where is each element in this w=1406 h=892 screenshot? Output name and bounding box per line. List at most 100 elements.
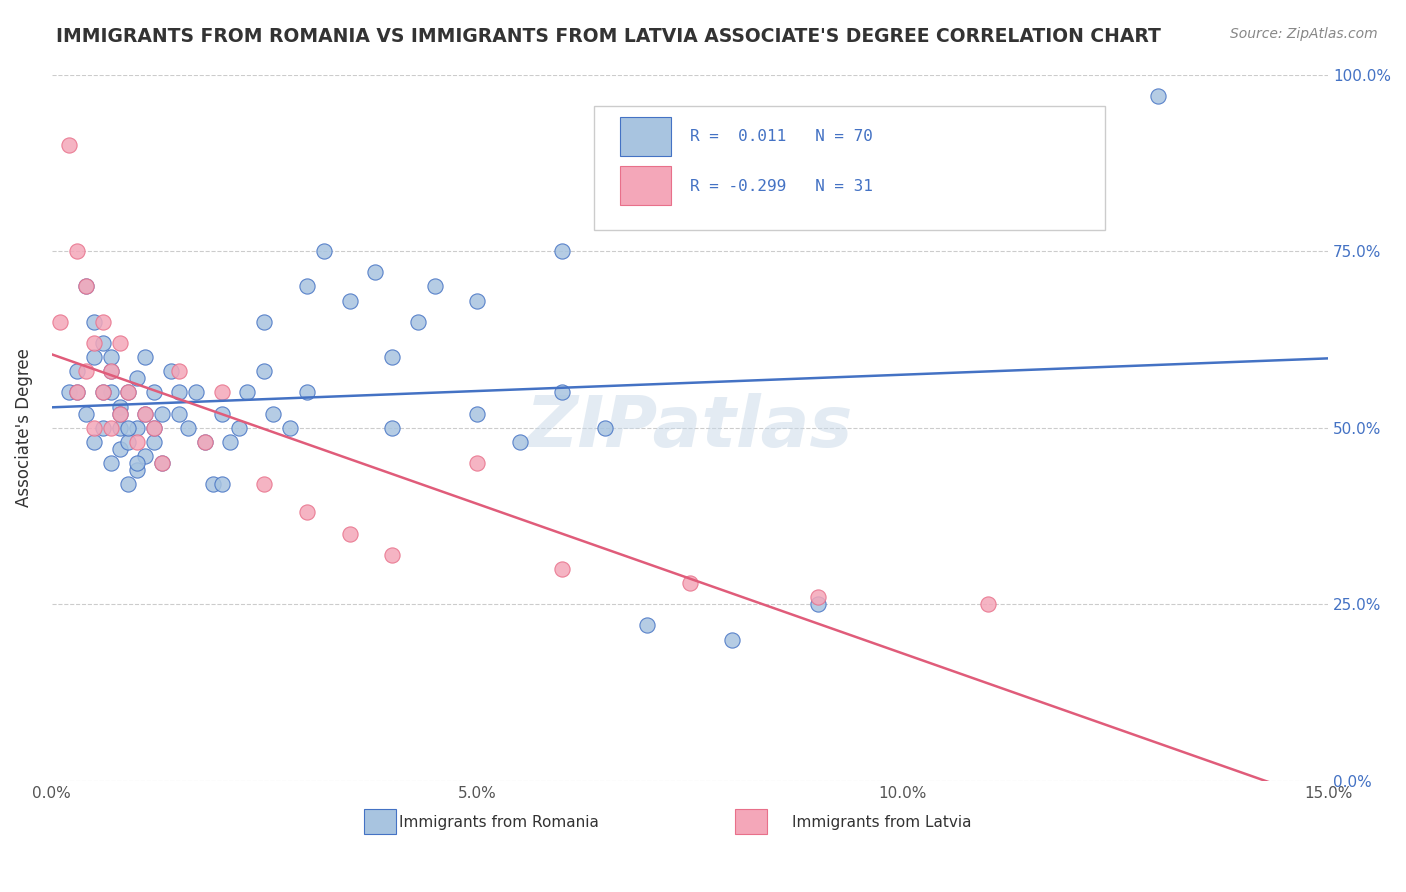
Immigrants from Romania — [551, 244, 574, 259]
Immigrants from Latvia — [253, 477, 276, 491]
Immigrants from Latvia — [58, 138, 80, 153]
Immigrants from Latvia — [100, 364, 122, 378]
Immigrants from Romania — [150, 456, 173, 470]
Immigrants from Latvia — [194, 434, 217, 449]
Immigrants from Romania — [142, 385, 165, 400]
Immigrants from Romania — [117, 477, 139, 491]
Immigrants from Romania — [339, 293, 361, 308]
Immigrants from Latvia — [806, 591, 828, 605]
Immigrants from Romania — [108, 442, 131, 456]
Immigrants from Latvia — [134, 407, 156, 421]
Immigrants from Romania — [219, 434, 242, 449]
Immigrants from Latvia — [91, 385, 114, 400]
Immigrants from Latvia — [977, 597, 1000, 611]
Immigrants from Latvia — [75, 364, 97, 378]
Bar — [734, 809, 766, 834]
Immigrants from Romania — [125, 420, 148, 434]
Immigrants from Romania — [66, 364, 89, 378]
Immigrants from Latvia — [108, 407, 131, 421]
Immigrants from Romania — [194, 434, 217, 449]
Immigrants from Romania — [100, 350, 122, 364]
Immigrants from Latvia — [295, 506, 318, 520]
Immigrants from Romania — [100, 364, 122, 378]
Immigrants from Romania — [117, 420, 139, 434]
Immigrants from Romania — [465, 293, 488, 308]
Immigrants from Romania — [100, 456, 122, 470]
Immigrants from Romania — [211, 407, 233, 421]
Immigrants from Romania — [91, 385, 114, 400]
Immigrants from Latvia — [150, 456, 173, 470]
Immigrants from Latvia — [100, 420, 122, 434]
Immigrants from Romania — [721, 632, 744, 647]
Immigrants from Romania — [108, 407, 131, 421]
Immigrants from Romania — [295, 385, 318, 400]
Immigrants from Romania — [593, 420, 616, 434]
Immigrants from Latvia — [49, 315, 72, 329]
Immigrants from Latvia — [679, 576, 702, 591]
Immigrants from Latvia — [465, 456, 488, 470]
Text: Source: ZipAtlas.com: Source: ZipAtlas.com — [1230, 27, 1378, 41]
Immigrants from Romania — [806, 597, 828, 611]
Immigrants from Romania — [134, 449, 156, 463]
Immigrants from Latvia — [169, 364, 191, 378]
Immigrants from Romania — [509, 434, 531, 449]
Immigrants from Romania — [142, 420, 165, 434]
Immigrants from Romania — [75, 407, 97, 421]
Immigrants from Latvia — [83, 420, 105, 434]
Immigrants from Latvia — [551, 562, 574, 576]
Bar — [620, 166, 671, 205]
Immigrants from Romania — [150, 407, 173, 421]
Immigrants from Latvia — [142, 420, 165, 434]
Text: R = -0.299   N = 31: R = -0.299 N = 31 — [690, 178, 873, 194]
Immigrants from Romania — [83, 434, 105, 449]
Immigrants from Romania — [381, 420, 404, 434]
Immigrants from Romania — [423, 279, 446, 293]
Immigrants from Latvia — [211, 385, 233, 400]
Immigrants from Latvia — [125, 434, 148, 449]
Immigrants from Romania — [465, 407, 488, 421]
Immigrants from Romania — [295, 279, 318, 293]
Immigrants from Romania — [278, 420, 301, 434]
Immigrants from Romania — [91, 420, 114, 434]
Immigrants from Latvia — [75, 279, 97, 293]
Immigrants from Romania — [134, 350, 156, 364]
Text: ZIPatlas: ZIPatlas — [526, 393, 853, 462]
Immigrants from Romania — [117, 385, 139, 400]
Immigrants from Latvia — [66, 244, 89, 259]
Immigrants from Romania — [177, 420, 200, 434]
Immigrants from Romania — [66, 385, 89, 400]
Immigrants from Romania — [236, 385, 259, 400]
Immigrants from Romania — [186, 385, 208, 400]
Immigrants from Romania — [228, 420, 250, 434]
Immigrants from Romania — [83, 350, 105, 364]
Immigrants from Romania — [83, 315, 105, 329]
Immigrants from Romania — [160, 364, 183, 378]
Immigrants from Romania — [58, 385, 80, 400]
Immigrants from Romania — [312, 244, 335, 259]
Immigrants from Latvia — [339, 526, 361, 541]
Immigrants from Latvia — [108, 335, 131, 350]
Immigrants from Romania — [91, 335, 114, 350]
Immigrants from Romania — [142, 434, 165, 449]
Immigrants from Romania — [262, 407, 284, 421]
Immigrants from Romania — [253, 364, 276, 378]
Immigrants from Romania — [100, 385, 122, 400]
Immigrants from Romania — [125, 371, 148, 385]
Immigrants from Romania — [134, 407, 156, 421]
Text: IMMIGRANTS FROM ROMANIA VS IMMIGRANTS FROM LATVIA ASSOCIATE'S DEGREE CORRELATION: IMMIGRANTS FROM ROMANIA VS IMMIGRANTS FR… — [56, 27, 1161, 45]
Immigrants from Romania — [364, 265, 387, 279]
Bar — [364, 809, 396, 834]
Immigrants from Romania — [125, 463, 148, 477]
Text: R =  0.011   N = 70: R = 0.011 N = 70 — [690, 129, 873, 145]
Immigrants from Latvia — [91, 315, 114, 329]
Immigrants from Latvia — [66, 385, 89, 400]
Immigrants from Romania — [108, 400, 131, 414]
Immigrants from Romania — [75, 279, 97, 293]
FancyBboxPatch shape — [595, 106, 1105, 230]
Immigrants from Romania — [381, 350, 404, 364]
Immigrants from Latvia — [117, 385, 139, 400]
Immigrants from Romania — [125, 456, 148, 470]
Immigrants from Romania — [169, 407, 191, 421]
Immigrants from Romania — [1147, 88, 1170, 103]
Immigrants from Romania — [211, 477, 233, 491]
